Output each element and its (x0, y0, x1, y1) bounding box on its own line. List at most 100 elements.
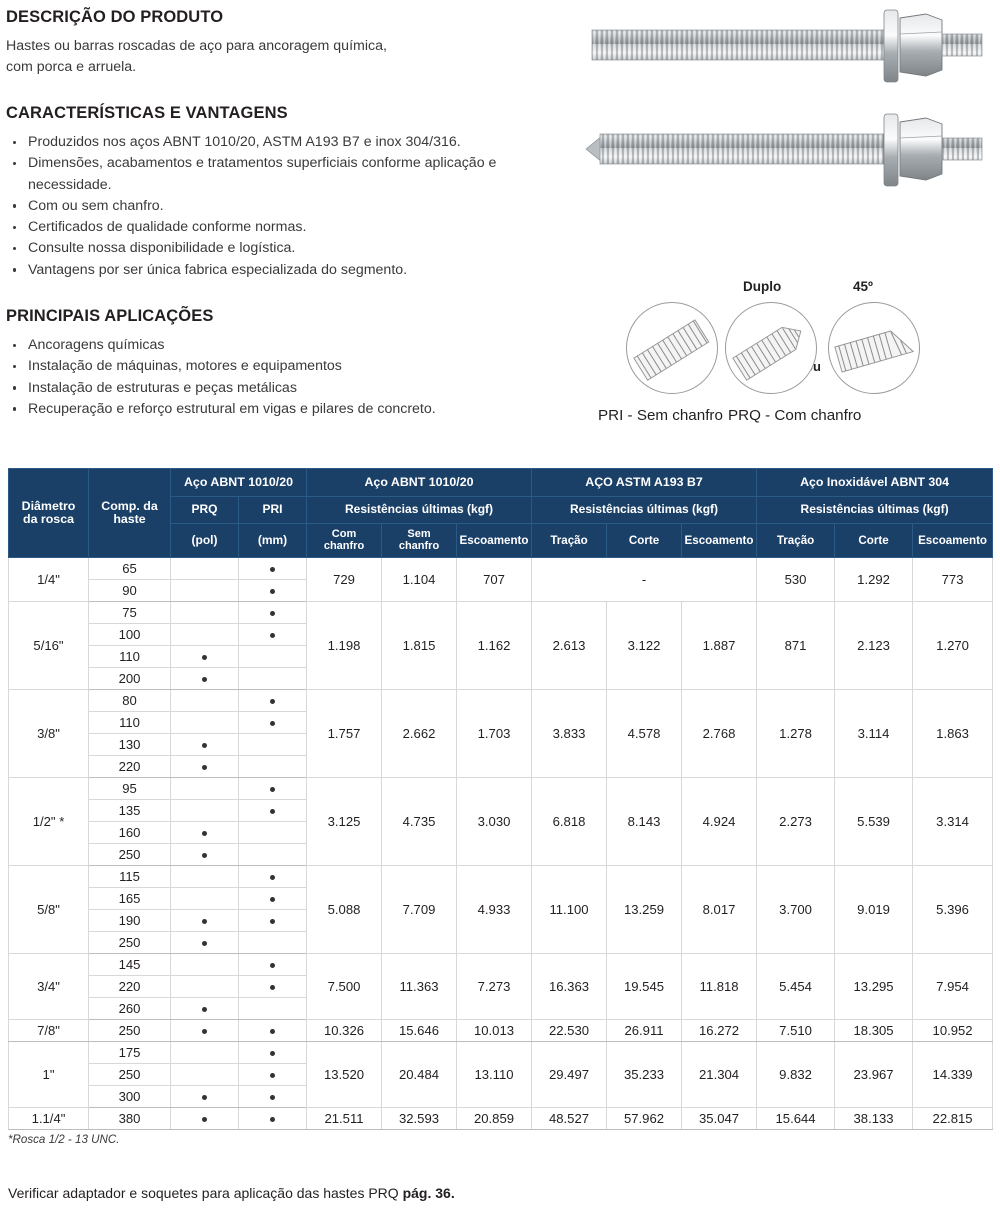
cell-length: 250 (88, 1019, 171, 1042)
th-com-l2: chanfro (323, 540, 365, 553)
cell-pri (237, 777, 308, 800)
cell-length: 80 (88, 689, 171, 712)
cell-pri (237, 931, 308, 954)
cell-pri (237, 601, 308, 624)
cell-pri (237, 711, 308, 734)
cell-diameter: 1" (8, 1041, 89, 1108)
cell-inox-escoamento: 9.832 (756, 1041, 836, 1108)
th-abnt-corte: Corte (606, 522, 683, 559)
th-resist-inox: Resistências últimas (kgf) (756, 496, 994, 524)
presence-dot-icon (269, 1116, 276, 1123)
presence-dot-icon (269, 1050, 276, 1057)
cell-pri (237, 997, 308, 1020)
cell-pri (237, 1019, 308, 1042)
cell-prq (170, 557, 239, 580)
table-row: 100 (9, 623, 993, 646)
th-group-abnt: Aço ABNT 1010/20 (306, 467, 533, 498)
cell-prq (170, 997, 239, 1020)
table-row: 220 (9, 975, 993, 998)
cell-abnt-corte: 1.162 (456, 601, 533, 690)
section-heading-applications: PRINCIPAIS APLICAÇÕES (6, 307, 214, 326)
cell-pri (237, 689, 308, 712)
cell-inox-tracao: 5.539 (834, 777, 914, 866)
th-diameter-l1: Diâmetro (21, 498, 76, 513)
bullet-dot-icon (13, 407, 17, 411)
cell-diameter: 5/8" (8, 865, 89, 954)
cell-inox-escoamento: 1.278 (756, 689, 836, 778)
cell-abnt-escoamento: 10.326 (306, 1019, 383, 1042)
cell-prq (170, 909, 239, 932)
cell-inox-corte: 1.270 (912, 601, 994, 690)
presence-dot-icon (201, 742, 208, 749)
rod-end-45-chamfer-icon (834, 330, 915, 373)
caption-prq: PRQ - Com chanfro (728, 407, 862, 424)
cell-length: 135 (88, 799, 171, 822)
cell-length: 250 (88, 843, 171, 866)
cell-astm-escoamento: 3.833 (531, 689, 608, 778)
feature-text: Dimensões, acabamentos e tratamentos sup… (28, 155, 497, 193)
cell-abnt-escoamento: 729 (306, 557, 383, 602)
list-item: Recuperação e reforço estrutural em viga… (6, 399, 576, 420)
th-unit-pol: (pol) (170, 522, 239, 559)
feature-text: Produzidos nos aços ABNT 1010/20, ASTM A… (28, 134, 461, 150)
cell-prq (170, 623, 239, 646)
cell-diameter: 7/8" (8, 1019, 89, 1042)
cell-abnt-escoamento: 1.757 (306, 689, 383, 778)
cell-astm-na: - (531, 557, 758, 602)
cell-diameter: 1.1/4" (8, 1107, 89, 1130)
presence-dot-icon (269, 1072, 276, 1079)
cell-pri (237, 887, 308, 910)
cell-length: 220 (88, 755, 171, 778)
table-row: 90 (9, 579, 993, 602)
cell-prq (170, 865, 239, 888)
application-text: Instalação de estruturas e peças metálic… (28, 379, 297, 396)
cell-astm-corte: 35.047 (681, 1107, 758, 1130)
cell-pri (237, 623, 308, 646)
cell-pri (237, 975, 308, 998)
feature-text: Vantagens por ser única fabrica especial… (28, 261, 408, 278)
table-row: 1/4" 65 729 1.104 707-530 1.292 773 (8, 557, 994, 602)
presence-dot-icon (269, 918, 276, 925)
cell-pri (237, 1085, 308, 1108)
cell-inox-corte: 3.314 (912, 777, 994, 866)
cell-astm-corte: 11.818 (681, 953, 758, 1020)
feature-text: Com ou sem chanfro. (28, 197, 164, 214)
cell-prq (170, 667, 239, 690)
cell-astm-corte: 8.017 (681, 865, 758, 954)
cell-pri (237, 667, 308, 690)
threaded-rod-photo-top (586, 4, 986, 101)
cell-length: 145 (88, 953, 171, 976)
th-length: Comp. da haste (88, 468, 171, 558)
th-astm-corte: Corte (834, 522, 914, 559)
label-duplo: Duplo (743, 279, 782, 294)
cell-inox-corte: 22.815 (912, 1107, 994, 1130)
threaded-rod-svg-2 (585, 113, 983, 187)
footnote-reference-text: Verificar adaptador e soquetes para apli… (8, 1185, 403, 1201)
th-com-l1: Com (331, 527, 357, 540)
cell-inox-escoamento: 871 (756, 601, 836, 690)
cell-astm-corte: 4.924 (681, 777, 758, 866)
table-row: 1" 175 13.520 20.484 13.110 29.497 35.233 21.30… (8, 1041, 994, 1108)
cell-abnt-corte: 13.110 (456, 1041, 533, 1108)
cell-astm-tracao: 3.122 (606, 601, 683, 690)
cell-abnt-escoamento: 7.500 (306, 953, 383, 1020)
presence-dot-icon (269, 896, 276, 903)
presence-dot-icon (201, 654, 208, 661)
list-item: Instalação de máquinas, motores e equipa… (6, 356, 576, 377)
presence-dot-icon (201, 918, 208, 925)
cell-abnt-tracao: 32.593 (381, 1107, 458, 1130)
th-group-inox: Aço Inoxidável ABNT 304 (756, 467, 994, 498)
rod-end-double-chamfer-icon (732, 326, 802, 381)
cell-inox-corte: 10.952 (912, 1019, 994, 1042)
table-row: 5/16" 75 1.198 1.815 1.162 2.613 3.122 1.887 871… (8, 601, 994, 690)
cell-astm-tracao: 19.545 (606, 953, 683, 1020)
cell-prq (170, 733, 239, 756)
cell-pri (237, 1063, 308, 1086)
cell-length: 160 (88, 821, 171, 844)
list-item: Dimensões, acabamentos e tratamentos sup… (6, 153, 576, 196)
presence-dot-icon (201, 676, 208, 683)
cell-diameter: 3/8" (8, 689, 89, 778)
cell-astm-corte: 16.272 (681, 1019, 758, 1042)
presence-dot-icon (269, 874, 276, 881)
